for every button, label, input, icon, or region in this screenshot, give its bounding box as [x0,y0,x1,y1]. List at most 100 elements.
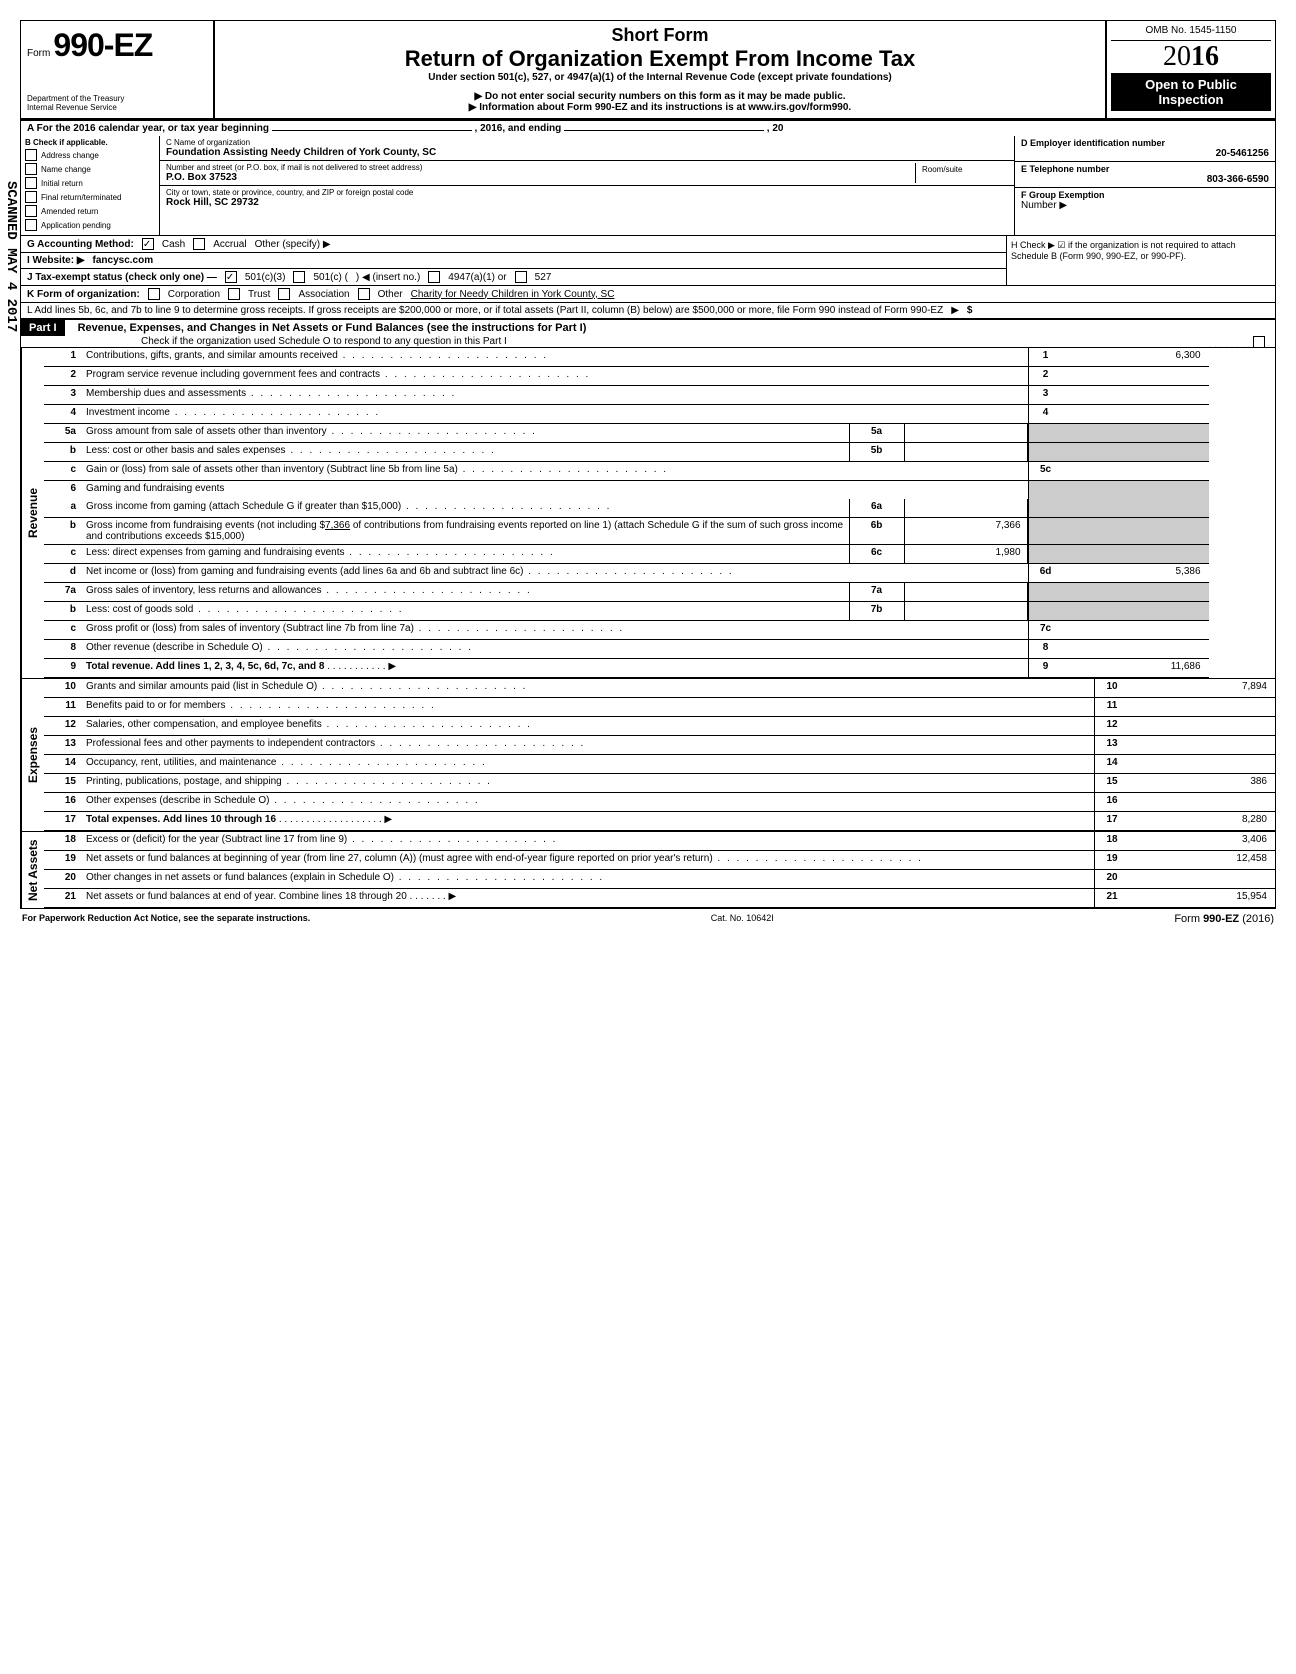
h-text: H Check ▶ ☑ if the organization is not r… [1011,240,1236,261]
line-10-desc: Grants and similar amounts paid (list in… [82,679,1094,697]
cb-527[interactable] [515,271,527,283]
org-name: Foundation Assisting Needy Children of Y… [166,147,436,158]
part1-badge: Part I [21,320,65,336]
line-19-desc: Net assets or fund balances at beginning… [82,851,1094,869]
f-number: Number ▶ [1021,200,1269,211]
line-7c-amt [1063,621,1209,639]
open-to-public: Open to Public Inspection [1111,73,1271,111]
subtitle: Under section 501(c), 527, or 4947(a)(1)… [219,72,1101,83]
ein: 20-5461256 [1021,148,1269,159]
cb-accrual[interactable] [193,238,205,250]
form-number-box: Form 990-EZ Department of the Treasury I… [21,21,215,118]
j-label: J Tax-exempt status (check only one) — [27,272,217,283]
line-20-amt [1129,870,1275,888]
footer-right: Form 990-EZ (2016) [1174,913,1274,925]
tax-year: 2016 [1111,41,1271,73]
lbl-insert: ) ◀ (insert no.) [356,272,420,283]
expenses-label: Expenses [21,679,44,831]
col-def: D Employer identification number 20-5461… [1015,136,1275,235]
lbl-amended: Amended return [41,207,98,216]
form-number: 990-EZ [53,27,152,63]
year-bold: 16 [1191,41,1219,72]
line-15-desc: Printing, publications, postage, and shi… [82,774,1094,792]
footer-left: For Paperwork Reduction Act Notice, see … [22,913,310,925]
org-city: Rock Hill, SC 29732 [166,197,259,208]
line-16-desc: Other expenses (describe in Schedule O) [82,793,1094,811]
cb-address[interactable] [25,149,37,161]
cb-name[interactable] [25,163,37,175]
lbl-501c: 501(c) ( [313,272,347,283]
line-5c-amt [1063,462,1209,480]
line-3-desc: Membership dues and assessments [82,386,1028,404]
c-name-label: C Name of organization [166,138,250,147]
line-17-desc: Total expenses. Add lines 10 through 16 … [82,812,1094,830]
line-2-amt [1063,367,1209,385]
part1-title: Revenue, Expenses, and Changes in Net As… [68,322,587,334]
line-18-amt: 3,406 [1129,832,1275,850]
cb-501c[interactable] [293,271,305,283]
cb-amended[interactable] [25,205,37,217]
cb-initial[interactable] [25,177,37,189]
a-end: , 20 [767,123,784,134]
line-21-amt: 15,954 [1129,889,1275,907]
line-9-amt: 11,686 [1063,659,1209,677]
cb-other-org[interactable] [358,288,370,300]
line-9-desc: Total revenue. Add lines 1, 2, 3, 4, 5c,… [82,659,1028,677]
lbl-527: 527 [535,272,552,283]
line-6b-desc: Gross income from fundraising events (no… [82,518,849,544]
netassets-label: Net Assets [21,832,44,908]
col-c: C Name of organization Foundation Assist… [160,136,1015,235]
cb-final[interactable] [25,191,37,203]
form-990ez: SCANNED MAY 4 2017 Form 990-EZ Departmen… [20,20,1276,909]
cb-4947[interactable] [428,271,440,283]
line-1-amt: 6,300 [1063,348,1209,366]
ssn-warning: Do not enter social security numbers on … [219,91,1101,102]
a-text: A For the 2016 calendar year, or tax yea… [27,123,269,134]
d-label: D Employer identification number [1021,138,1269,148]
lbl-assoc: Association [298,289,349,300]
line-20-desc: Other changes in net assets or fund bala… [82,870,1094,888]
lbl-accrual: Accrual [213,239,246,250]
line-15-amt: 386 [1129,774,1275,792]
line-6b-val: 7,366 [905,518,1028,544]
l-dollar: $ [967,305,973,316]
room-suite-label: Room/suite [915,163,1008,183]
lbl-other-method: Other (specify) ▶ [255,239,331,250]
line-8-desc: Other revenue (describe in Schedule O) [82,640,1028,658]
lbl-corp: Corporation [168,289,220,300]
info-grid: B Check if applicable. Address change Na… [21,136,1275,236]
a-mid: , 2016, and ending [475,123,562,134]
line-6d-amt: 5,386 [1063,564,1209,582]
cb-501c3[interactable] [225,271,237,283]
line-14-desc: Occupancy, rent, utilities, and maintena… [82,755,1094,773]
lbl-initial: Initial return [41,179,83,188]
line-7a-desc: Gross sales of inventory, less returns a… [82,583,849,601]
cb-cash[interactable] [142,238,154,250]
short-form-title: Short Form [219,25,1101,46]
cb-pending[interactable] [25,219,37,231]
col-b: B Check if applicable. Address change Na… [21,136,160,235]
line-7b-val [905,602,1028,620]
line-10-amt: 7,894 [1129,679,1275,697]
cb-trust[interactable] [228,288,240,300]
line-5c-desc: Gain or (loss) from sale of assets other… [82,462,1028,480]
line-6-desc: Gaming and fundraising events [82,481,1028,499]
line-6c-val: 1,980 [905,545,1028,563]
line-14-amt [1129,755,1275,773]
lbl-other-org: Other [378,289,403,300]
f-label: F Group Exemption [1021,190,1269,200]
line-18-desc: Excess or (deficit) for the year (Subtra… [82,832,1094,850]
other-org-value: Charity for Needy Children in York Count… [411,289,615,300]
lbl-address: Address change [41,151,99,160]
omb-box: OMB No. 1545-1150 2016 Open to Public In… [1107,21,1275,118]
line-6a-desc: Gross income from gaming (attach Schedul… [82,499,849,517]
line-4-amt [1063,405,1209,423]
line-5a-val [905,424,1028,442]
line-2-desc: Program service revenue including govern… [82,367,1028,385]
cb-corp[interactable] [148,288,160,300]
lbl-4947: 4947(a)(1) or [448,272,506,283]
cb-schedule-o[interactable] [1253,336,1265,348]
line-12-amt [1129,717,1275,735]
phone: 803-366-6590 [1021,174,1269,185]
cb-assoc[interactable] [278,288,290,300]
